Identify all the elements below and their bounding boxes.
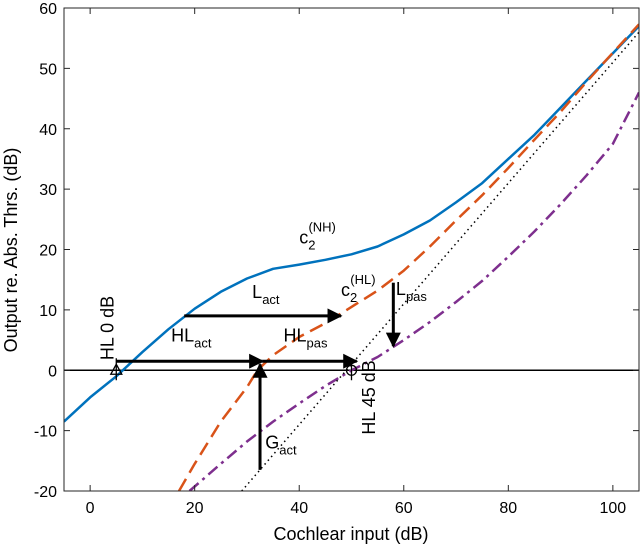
arrow-layer xyxy=(116,282,401,470)
series-c2_NH xyxy=(64,25,639,423)
x-tick-label: 40 xyxy=(290,500,308,517)
annotation-hl45: HL 45 dB xyxy=(359,360,379,434)
x-tick-label: 80 xyxy=(499,500,517,517)
marker-layer xyxy=(109,358,358,381)
y-tick-label: 0 xyxy=(48,363,57,380)
y-axis-label: Output re. Abs. Thrs. (dB) xyxy=(1,148,21,353)
annotation-gact: Gact xyxy=(265,433,297,458)
x-axis-label: Cochlear input (dB) xyxy=(273,524,428,544)
annotation-hlact: HLact xyxy=(171,325,212,350)
circle-marker xyxy=(345,358,358,381)
series-layer xyxy=(64,23,639,491)
x-tick-label: 100 xyxy=(600,500,627,517)
y-tick-label: 30 xyxy=(39,182,57,199)
x-tick-label: 60 xyxy=(395,500,413,517)
y-tick-label: -10 xyxy=(34,424,57,441)
x-tick-label: 20 xyxy=(186,500,204,517)
series-c2_HL xyxy=(177,23,639,491)
annotation-lact: Lact xyxy=(252,282,280,307)
annotation-hlpas: HLpas xyxy=(284,325,328,350)
y-tick-label: 50 xyxy=(39,61,57,78)
annotation-c2hl: c2(HL) xyxy=(341,272,376,305)
y-tick-label: -20 xyxy=(34,484,57,501)
series-passive xyxy=(188,91,639,491)
y-tick-label: 10 xyxy=(39,303,57,320)
axis-layer: 0 20 40 60 80 100 -20 -10 0 10 20 30 40 50 60 xyxy=(34,1,640,517)
annotation-c2nh: c2(NH) xyxy=(299,219,336,252)
y-tick-label: 20 xyxy=(39,243,57,260)
x-tick-label: 0 xyxy=(86,500,95,517)
annotation-hl0: HL 0 dB xyxy=(98,296,118,360)
y-tick-label: 60 xyxy=(39,1,57,18)
annotation-layer: HL 0 dB HL 45 dB c2(NH)c2(HL) Lact HLact HLpa… xyxy=(98,219,428,457)
plot-frame xyxy=(63,7,640,492)
y-tick-label: 40 xyxy=(39,122,57,139)
triangle-marker xyxy=(109,358,123,381)
series-linear xyxy=(241,31,639,491)
